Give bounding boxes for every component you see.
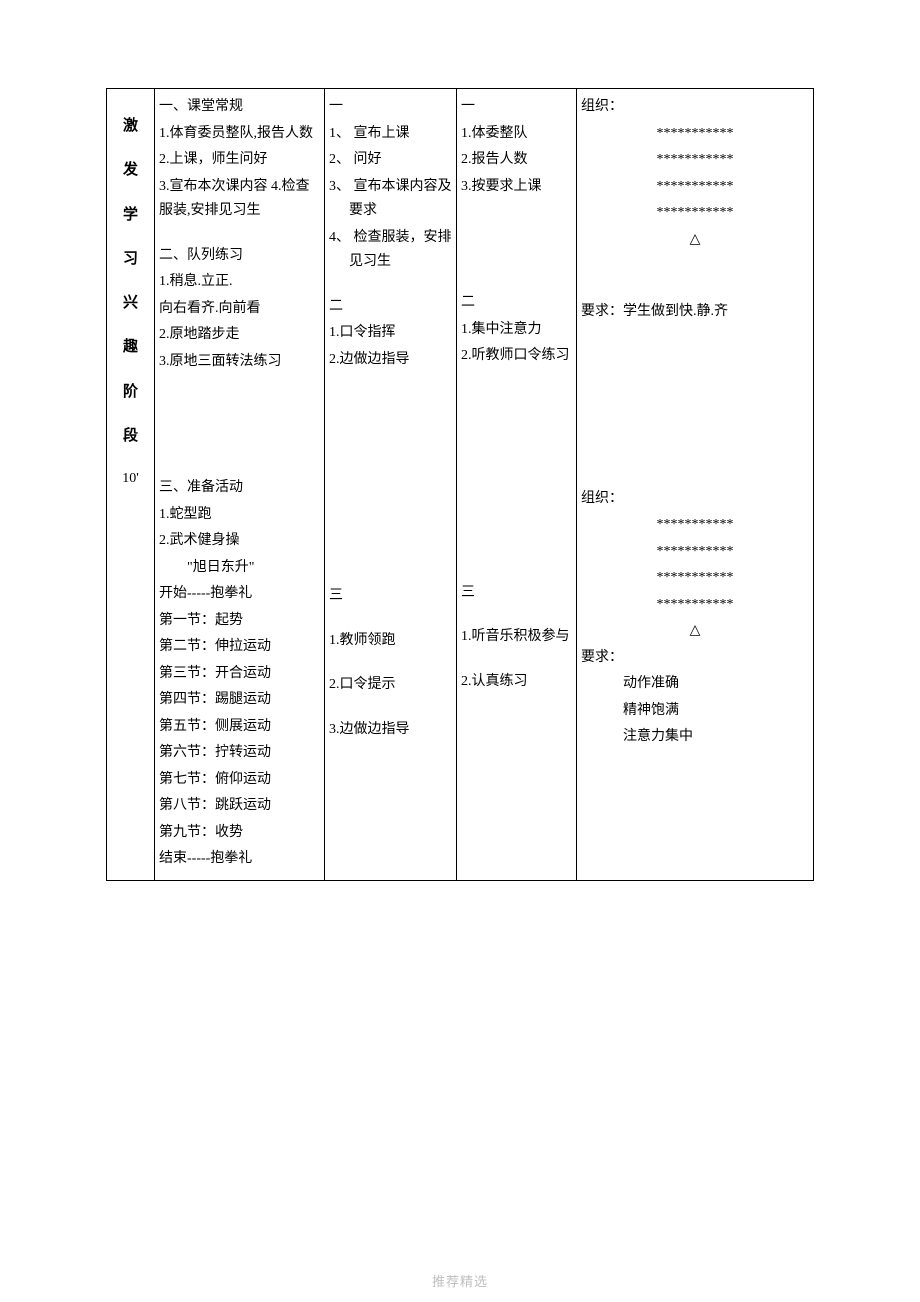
student-cell: 一 1.体委整队 2.报告人数 3.按要求上课 二 1.集中注意力 2.听教师口… [457,89,577,881]
content-item: 第三节：开合运动 [159,662,320,687]
student-item: 2.听教师口令练习 [461,344,572,369]
content-item: 1.蛇型跑 [159,503,320,528]
content-item: 2.原地踏步走 [159,323,320,348]
section-title: 一 [329,95,452,120]
formation-row: *********** [581,148,809,173]
content-item: 结束-----抱拳礼 [159,847,320,872]
content-subitem: "旭日东升" [159,556,320,581]
phase-char: 兴 [111,290,150,316]
content-cell: 一、课堂常规 1.体育委员整队,报告人数 2.上课，师生问好 3.宣布本次课内容… [155,89,325,881]
section-title: 三 [329,584,452,609]
student-item: 1.集中注意力 [461,318,572,343]
teacher-cell: 一 1、 宣布上课 2、 问好 3、 宣布本课内容及要求 4、 检查服装，安排见… [325,89,457,881]
phase-char: 激 [111,113,150,139]
content-item: 2.武术健身操 [159,529,320,554]
formation-row: *********** [581,513,809,538]
formation-row: *********** [581,566,809,591]
formation-row: *********** [581,540,809,565]
formation-row: *********** [581,175,809,200]
student-item: 2.认真练习 [461,670,572,695]
section-title: 二 [329,295,452,320]
requirement-item: 注意力集中 [581,725,809,750]
content-item: 开始-----抱拳礼 [159,582,320,607]
content-item: 第八节：跳跃运动 [159,794,320,819]
phase-char: 发 [111,157,150,183]
teacher-item: 2.边做边指导 [329,348,452,373]
requirement-label: 要求： [581,646,809,671]
phase-char: 学 [111,202,150,228]
teacher-item: 2.口令提示 [329,673,452,698]
phase-time: 10' [111,467,150,492]
student-item: 2.报告人数 [461,148,572,173]
teacher-item: 2、 问好 [329,148,452,173]
requirement-item: 精神饱满 [581,699,809,724]
section-title: 三 [461,581,572,606]
teacher-mark-icon: △ [581,619,809,644]
content-item: 3.原地三面转法练习 [159,350,320,375]
formation-row: *********** [581,201,809,226]
requirement-text: 要求：学生做到快.静.齐 [581,300,809,325]
student-item: 3.按要求上课 [461,175,572,200]
section-title: 二 [461,291,572,316]
phase-char: 趣 [111,334,150,360]
teacher-item: 3.边做边指导 [329,718,452,743]
phase-char: 习 [111,246,150,272]
content-item: 1.稍息.立正. [159,270,320,295]
content-item: 1.体育委员整队,报告人数 [159,122,320,147]
organization-cell: 组织： *********** *********** *********** … [577,89,814,881]
content-item: 第六节：拧转运动 [159,741,320,766]
teacher-item: 1.口令指挥 [329,321,452,346]
student-item: 1.听音乐积极参与 [461,625,572,650]
lesson-plan-table: 激 发 学 习 兴 趣 阶 段 10' 一、课堂常规 1.体育委员整队,报告人数… [106,88,814,881]
formation-row: *********** [581,122,809,147]
org-label: 组织： [581,487,809,512]
teacher-mark-icon: △ [581,228,809,253]
phase-char: 阶 [111,379,150,405]
requirement-item: 动作准确 [581,672,809,697]
teacher-item: 1、 宣布上课 [329,122,452,147]
content-item: 第一节：起势 [159,609,320,634]
formation-row: *********** [581,593,809,618]
content-item: 第二节：伸拉运动 [159,635,320,660]
org-label: 组织： [581,95,809,120]
content-item: 第五节：侧展运动 [159,715,320,740]
section-title: 三、准备活动 [159,476,320,501]
phase-label-cell: 激 发 学 习 兴 趣 阶 段 10' [107,89,155,881]
teacher-item: 3、 宣布本课内容及要求 [329,175,452,224]
teacher-item: 1.教师领跑 [329,629,452,654]
section-title: 二、队列练习 [159,244,320,269]
section-title: 一、课堂常规 [159,95,320,120]
phase-char: 段 [111,423,150,449]
content-item: 2.上课，师生问好 [159,148,320,173]
student-item: 1.体委整队 [461,122,572,147]
content-item: 向右看齐.向前看 [159,297,320,322]
content-item: 第七节：俯仰运动 [159,768,320,793]
footer-watermark: 推荐精选 [0,1271,920,1290]
teacher-item: 4、 检查服装，安排见习生 [329,226,452,275]
content-item: 第九节：收势 [159,821,320,846]
content-item: 3.宣布本次课内容 4.检查服装,安排见习生 [159,175,320,224]
section-title: 一 [461,95,572,120]
content-item: 第四节：踢腿运动 [159,688,320,713]
